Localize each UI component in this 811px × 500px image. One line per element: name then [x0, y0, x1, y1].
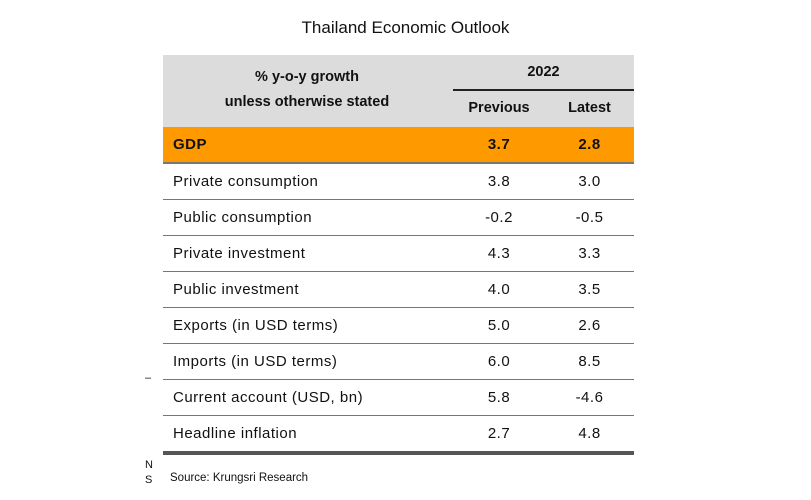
- header-label-line1: % y-o-y growth: [255, 69, 359, 85]
- header-label-line2: unless otherwise stated: [224, 94, 390, 110]
- table-row: Imports (in USD terms) 6.0 8.5: [163, 344, 634, 380]
- cell-label: Private consumption: [173, 173, 319, 190]
- economic-outlook-table: % y-o-y growth unless otherwise stated 2…: [163, 55, 634, 455]
- cell-previous: 3.8: [487, 173, 511, 190]
- cell-previous: -0.2: [485, 209, 513, 226]
- cell-previous: 4.3: [487, 245, 511, 262]
- header-latest: Latest: [568, 100, 611, 116]
- header-year: 2022: [527, 64, 560, 80]
- table-row: Private consumption 3.8 3.0: [163, 164, 634, 200]
- cell-label: Exports (in USD terms): [173, 317, 339, 334]
- cell-label: Private investment: [173, 245, 306, 262]
- stray-dash: –: [145, 372, 152, 384]
- cell-label: Headline inflation: [173, 425, 298, 442]
- table-row: Private investment 4.3 3.3: [163, 236, 634, 272]
- table-row: Exports (in USD terms) 5.0 2.6: [163, 308, 634, 344]
- stray-letter-s: S: [145, 474, 153, 486]
- table-row: Current account (USD, bn) 5.8 -4.6: [163, 380, 634, 416]
- cell-previous: 3.7: [487, 136, 511, 153]
- header-divider: [453, 89, 634, 91]
- cell-latest: 8.5: [578, 353, 601, 370]
- cell-latest: 2.8: [578, 136, 601, 153]
- cell-latest: 3.3: [578, 245, 601, 262]
- table-row: Public investment 4.0 3.5: [163, 272, 634, 308]
- header-previous: Previous: [468, 100, 530, 116]
- cell-label: Public consumption: [173, 209, 313, 226]
- cell-previous: 5.8: [487, 389, 511, 406]
- cell-label: Imports (in USD terms): [173, 353, 338, 370]
- cell-latest: -0.5: [575, 209, 604, 226]
- cell-latest: 2.6: [578, 317, 601, 334]
- cell-previous: 2.7: [487, 425, 511, 442]
- cell-latest: -4.6: [575, 389, 604, 406]
- cell-label: GDP: [173, 136, 208, 153]
- table-row: Headline inflation 2.7 4.8: [163, 416, 634, 455]
- cell-label: Current account (USD, bn): [173, 389, 364, 406]
- table-header: % y-o-y growth unless otherwise stated 2…: [163, 55, 634, 127]
- cell-label: Public investment: [173, 281, 300, 298]
- table-title: Thailand Economic Outlook: [301, 18, 510, 37]
- cell-previous: 5.0: [487, 317, 511, 334]
- stray-letter-n: N: [145, 459, 153, 471]
- cell-previous: 4.0: [487, 281, 511, 298]
- table-row: Public consumption -0.2 -0.5: [163, 200, 634, 236]
- cell-latest: 4.8: [578, 425, 601, 442]
- table-row: GDP 3.7 2.8: [163, 127, 634, 164]
- cell-latest: 3.5: [578, 281, 601, 298]
- cell-previous: 6.0: [487, 353, 511, 370]
- source-note: Source: Krungsri Research: [170, 472, 309, 484]
- cell-latest: 3.0: [578, 173, 601, 190]
- header-label: % y-o-y growth unless otherwise stated: [163, 65, 451, 115]
